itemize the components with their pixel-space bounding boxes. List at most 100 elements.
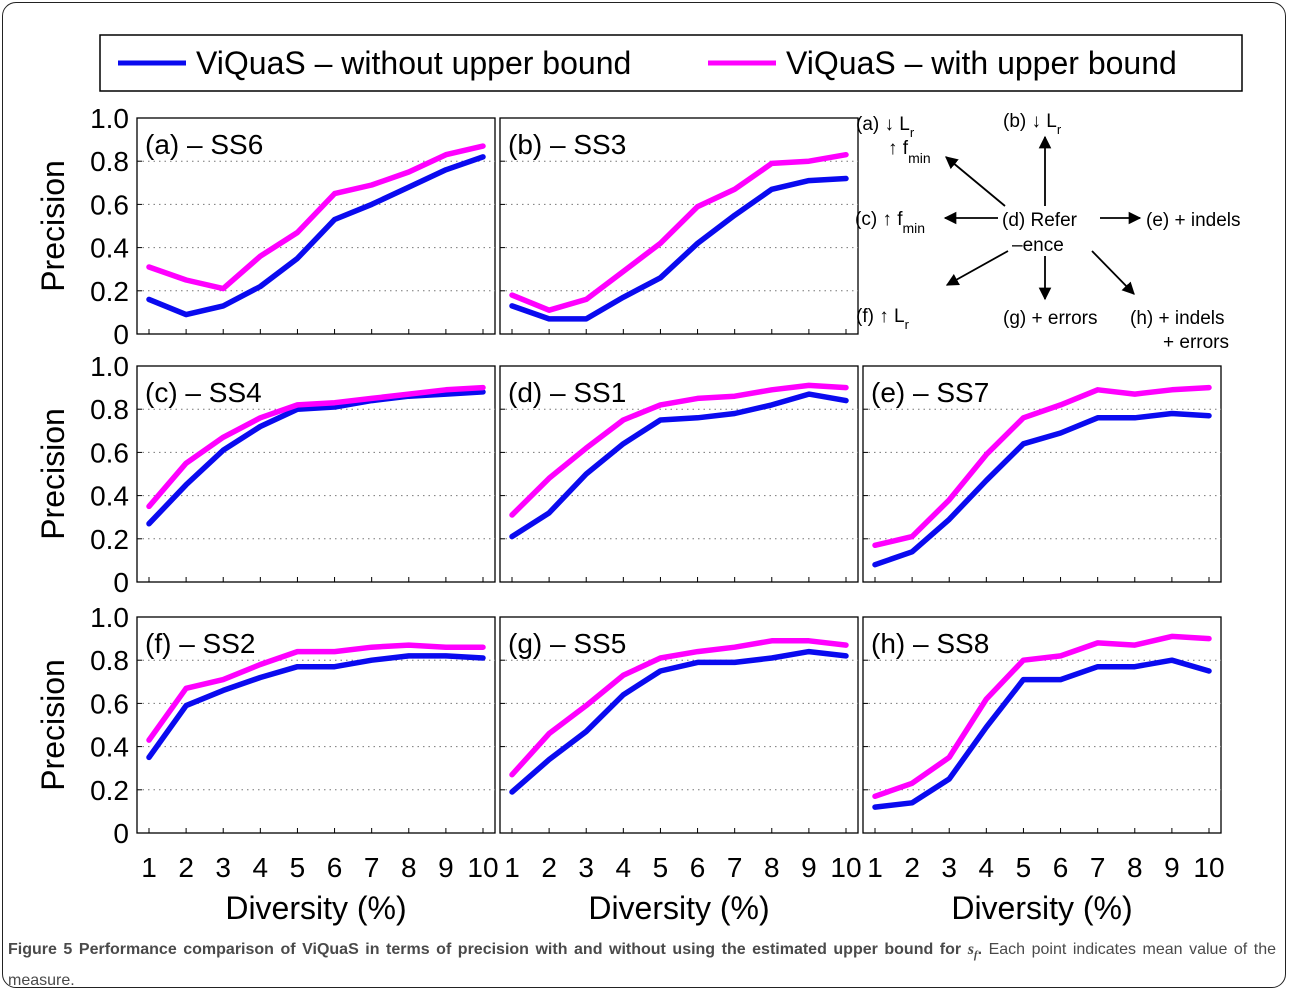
series-line-with-upper-bound (509, 638, 849, 778)
y-tick-label: 0.2 (90, 524, 129, 555)
diagram-center-bottom: –ence (1012, 235, 1064, 256)
diagram-center-top: (d) Refer (1002, 210, 1078, 231)
x-tick-label: 5 (1016, 852, 1032, 883)
series-line-with-upper-bound (146, 642, 486, 743)
diagram-label-c: (c) ↑ fmin (855, 209, 925, 236)
y-tick-label: 0.2 (90, 775, 129, 806)
x-tick-label: 10 (830, 852, 861, 883)
charts-group: 0 0.2 0.4 0.6 0.8 1.0 Precision (a) – SS6 (b) – … (35, 103, 1225, 926)
x-tick-label: 4 (979, 852, 995, 883)
series-line-without-upper-bound (146, 154, 486, 318)
series-line-without-upper-bound (509, 391, 849, 540)
chart-panel-1: (b) – SS3 (499, 117, 859, 335)
x-tick-label: 10 (467, 852, 498, 883)
y-tick-label: 0.8 (90, 394, 129, 425)
series-line-with-upper-bound (872, 384, 1212, 549)
x-tick-label: 2 (541, 852, 557, 883)
x-tick-label: 10 (1193, 852, 1224, 883)
x-tick-label: 3 (578, 852, 594, 883)
settings-diagram: (d) Refer –ence (a) ↓ Lr ↑ fmin (b) ↓ Lr… (855, 111, 1241, 353)
caption-title: Performance comparison of ViQuaS in term… (78, 941, 962, 958)
series-line-without-upper-bound (872, 657, 1212, 810)
chart-panel-2: 0 0.2 0.4 0.6 0.8 1.0 Precision (c) – SS4 (35, 351, 496, 598)
diagram-label-h-line2: + errors (1163, 332, 1229, 353)
y-tick-label: 0 (113, 818, 129, 849)
series-line-with-upper-bound (872, 633, 1212, 800)
chart-panel-3: (d) – SS1 (499, 365, 859, 583)
caption-symbol: sf (967, 941, 978, 962)
y-tick-label: 0.8 (90, 146, 129, 177)
series-line-with-upper-bound (509, 382, 849, 518)
x-tick-label: 6 (1053, 852, 1069, 883)
x-tick-label: 3 (941, 852, 957, 883)
diagram-label-g: (g) + errors (1003, 308, 1098, 329)
chart-panel-0: 0 0.2 0.4 0.6 0.8 1.0 Precision (a) – SS6 (35, 103, 496, 350)
chart-title: (b) – SS3 (508, 129, 626, 160)
x-tick-label: 1 (867, 852, 883, 883)
chart-title: (f) – SS2 (145, 628, 255, 659)
diagram-label-h: (h) + indels (1130, 308, 1225, 329)
series-line-without-upper-bound (146, 653, 486, 761)
diagram-label-b: (b) ↓ Lr (1003, 111, 1062, 137)
diagram-label-e: (e) + indels (1146, 210, 1241, 231)
chart-title: (c) – SS4 (145, 377, 262, 408)
diagram-label-a-line2: ↑ fmin (888, 138, 931, 166)
y-tick-label: 0.4 (90, 481, 129, 512)
figure-canvas: ViQuaS – without upper bound ViQuaS – wi… (35, 34, 1243, 926)
series-line-with-upper-bound (146, 384, 486, 510)
x-tick-label: 4 (253, 852, 269, 883)
y-tick-label: 0.2 (90, 276, 129, 307)
x-tick-label: 7 (727, 852, 743, 883)
y-tick-label: 1.0 (90, 103, 129, 134)
y-tick-label: 0.6 (90, 688, 129, 719)
y-axis-label: Precision (35, 160, 71, 292)
chart-panel-7: 1 2 3 4 5 6 7 8 9 10 Diversity (%) (h) – SS8 (862, 616, 1225, 926)
y-tick-label: 0 (113, 319, 129, 350)
legend-label-without: ViQuaS – without upper bound (196, 45, 631, 81)
series-line-without-upper-bound (146, 389, 486, 527)
x-tick-label: 1 (141, 852, 157, 883)
y-tick-label: 0.6 (90, 437, 129, 468)
x-tick-label: 7 (1090, 852, 1106, 883)
x-tick-label: 9 (801, 852, 817, 883)
x-tick-label: 9 (1164, 852, 1180, 883)
caption-label: Figure 5 (8, 941, 73, 958)
x-tick-label: 4 (616, 852, 632, 883)
x-tick-label: 6 (327, 852, 343, 883)
y-tick-label: 0.6 (90, 189, 129, 220)
y-tick-label: 0.4 (90, 732, 129, 763)
x-tick-label: 8 (764, 852, 780, 883)
y-tick-label: 0.4 (90, 233, 129, 264)
caption-text: Each point indicates mean value of the m… (8, 941, 1277, 990)
arrow-a (945, 156, 1006, 207)
y-axis-label: Precision (35, 408, 71, 540)
y-tick-label: 0.8 (90, 645, 129, 676)
x-tick-label: 7 (364, 852, 380, 883)
chart-panel-5: 0 0.2 0.4 0.6 0.8 1.0 1 2 3 4 5 6 7 8 9 10 Precision Dive… (35, 602, 499, 926)
x-tick-label: 8 (1127, 852, 1143, 883)
legend: ViQuaS – without upper bound ViQuaS – wi… (99, 34, 1243, 92)
y-tick-label: 0 (113, 567, 129, 598)
figure-caption: Figure 5 Performance comparison of ViQua… (8, 937, 1276, 993)
chart-title: (e) – SS7 (871, 377, 989, 408)
series-line-without-upper-bound (872, 410, 1212, 568)
x-axis-label: Diversity (%) (225, 890, 406, 926)
legend-label-with: ViQuaS – with upper bound (786, 45, 1177, 81)
plot-area (136, 117, 496, 335)
y-axis-label: Precision (35, 659, 71, 791)
x-tick-label: 5 (653, 852, 669, 883)
x-axis-label: Diversity (%) (951, 890, 1132, 926)
caption-title-end: . (977, 941, 983, 958)
x-tick-label: 1 (504, 852, 520, 883)
x-tick-label: 2 (904, 852, 920, 883)
diagram-label-a: (a) ↓ Lr (856, 114, 915, 140)
series-line-with-upper-bound (146, 143, 486, 292)
x-tick-label: 2 (178, 852, 194, 883)
diagram-label-f: (f) ↑ Lr (856, 306, 910, 332)
x-tick-label: 8 (401, 852, 417, 883)
arrow-h (1091, 250, 1135, 295)
y-tick-label: 1.0 (90, 351, 129, 382)
x-tick-label: 3 (215, 852, 231, 883)
arrow-f (945, 250, 1009, 286)
chart-panel-4: (e) – SS7 (862, 365, 1222, 583)
